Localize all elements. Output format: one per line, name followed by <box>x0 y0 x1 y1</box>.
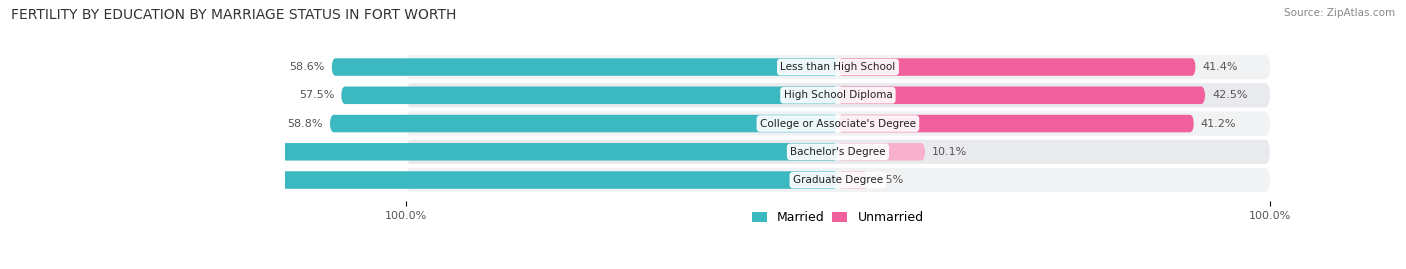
FancyBboxPatch shape <box>406 55 1270 79</box>
Text: Source: ZipAtlas.com: Source: ZipAtlas.com <box>1284 8 1395 18</box>
Text: 41.4%: 41.4% <box>1202 62 1239 72</box>
Text: 41.2%: 41.2% <box>1201 119 1236 129</box>
FancyBboxPatch shape <box>406 111 1270 136</box>
Text: 10.1%: 10.1% <box>932 147 967 157</box>
Text: 57.5%: 57.5% <box>298 90 335 100</box>
Text: Graduate Degree: Graduate Degree <box>793 175 883 185</box>
Text: 3.5%: 3.5% <box>875 175 903 185</box>
FancyBboxPatch shape <box>342 87 838 104</box>
Text: 58.8%: 58.8% <box>287 119 323 129</box>
FancyBboxPatch shape <box>332 58 838 76</box>
FancyBboxPatch shape <box>838 58 1195 76</box>
Text: FERTILITY BY EDUCATION BY MARRIAGE STATUS IN FORT WORTH: FERTILITY BY EDUCATION BY MARRIAGE STATU… <box>11 8 457 22</box>
Text: Bachelor's Degree: Bachelor's Degree <box>790 147 886 157</box>
Text: 96.5%: 96.5% <box>11 175 49 185</box>
FancyBboxPatch shape <box>60 143 838 161</box>
FancyBboxPatch shape <box>406 83 1270 107</box>
FancyBboxPatch shape <box>406 168 1270 192</box>
FancyBboxPatch shape <box>838 115 1194 132</box>
Text: High School Diploma: High School Diploma <box>783 90 893 100</box>
Legend: Married, Unmarried: Married, Unmarried <box>747 206 928 229</box>
FancyBboxPatch shape <box>406 140 1270 164</box>
Text: 42.5%: 42.5% <box>1212 90 1247 100</box>
Text: Less than High School: Less than High School <box>780 62 896 72</box>
Text: 58.6%: 58.6% <box>290 62 325 72</box>
FancyBboxPatch shape <box>838 171 868 189</box>
Text: 89.9%: 89.9% <box>67 147 107 157</box>
FancyBboxPatch shape <box>4 171 838 189</box>
Text: College or Associate's Degree: College or Associate's Degree <box>759 119 915 129</box>
FancyBboxPatch shape <box>330 115 838 132</box>
FancyBboxPatch shape <box>838 143 925 161</box>
FancyBboxPatch shape <box>838 87 1205 104</box>
